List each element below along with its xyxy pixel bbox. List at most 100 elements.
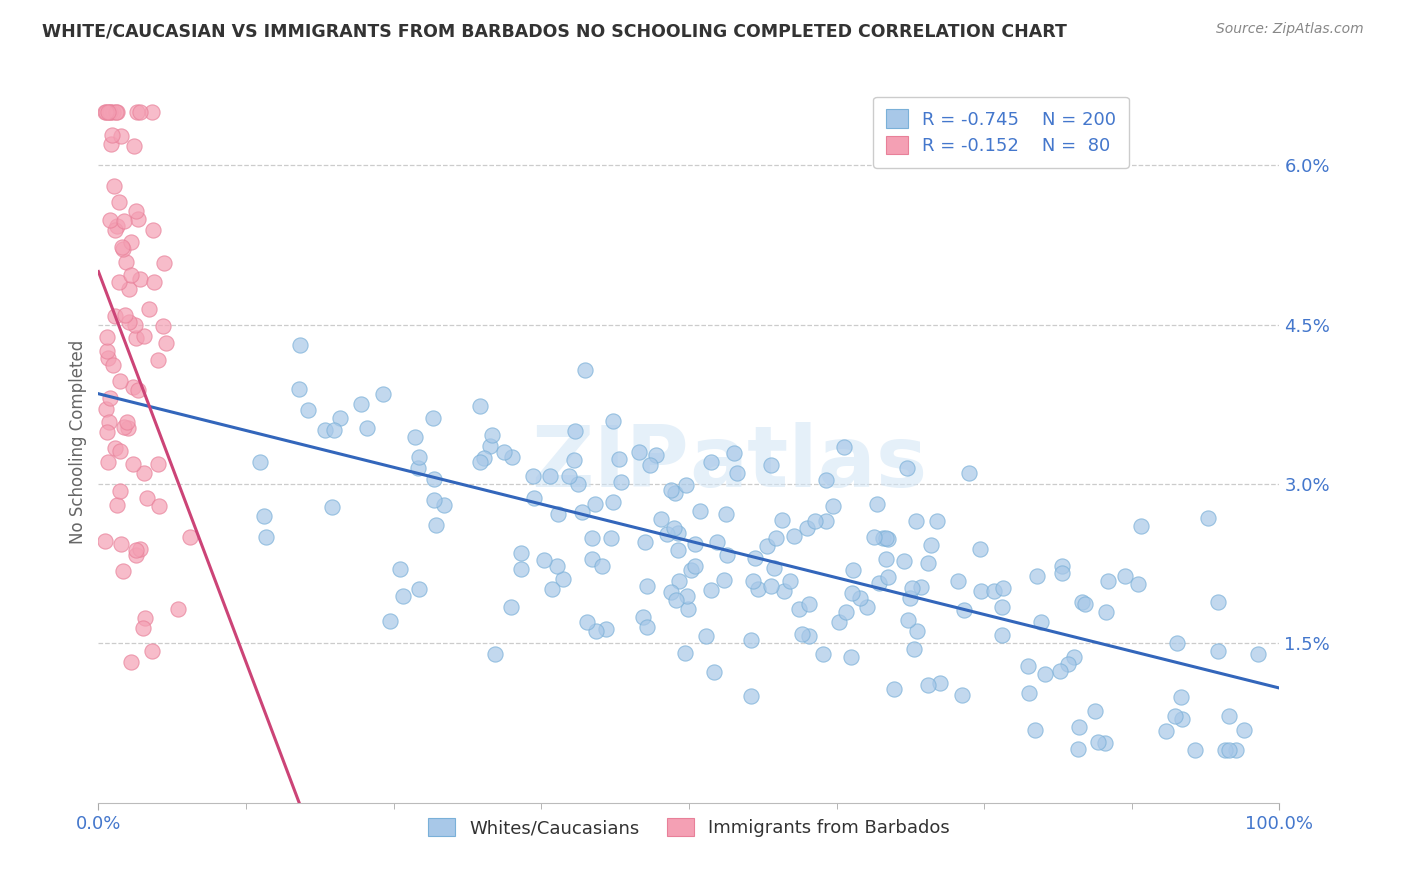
Point (602, 495, 624, 509)
Point (723, 446, 745, 460)
Point (804, 514, 827, 528)
Point (876, 570, 898, 584)
Point (872, 531, 894, 545)
Point (356, 420, 378, 434)
Point (920, 538, 942, 552)
Point (657, 527, 679, 541)
Point (112, 564, 135, 578)
Point (522, 469, 544, 483)
Point (392, 589, 415, 603)
Point (953, 603, 976, 617)
Point (856, 600, 879, 615)
Point (94, 105, 117, 120)
Point (112, 242, 135, 256)
Point (863, 530, 886, 544)
Point (408, 450, 430, 465)
Point (969, 584, 991, 599)
Point (676, 601, 699, 615)
Point (783, 529, 806, 543)
Point (551, 572, 574, 586)
Point (499, 599, 522, 614)
Point (97, 105, 120, 120)
Point (811, 647, 834, 661)
Point (103, 179, 125, 194)
Point (1050, 559, 1073, 574)
Point (910, 580, 932, 594)
Point (1094, 736, 1116, 750)
Point (564, 424, 586, 438)
Point (510, 562, 533, 576)
Point (703, 665, 725, 679)
Point (143, 275, 166, 289)
Point (148, 457, 170, 471)
Point (581, 532, 603, 546)
Point (104, 309, 127, 323)
Point (650, 512, 672, 526)
Point (254, 530, 277, 544)
Point (129, 271, 152, 285)
Point (323, 423, 346, 437)
Point (1114, 568, 1136, 582)
Point (433, 499, 456, 513)
Point (125, 203, 148, 218)
Point (100, 105, 122, 120)
Point (832, 441, 855, 455)
Point (478, 439, 501, 453)
Point (714, 508, 737, 522)
Point (1057, 657, 1080, 672)
Point (765, 531, 787, 545)
Point (350, 396, 373, 410)
Point (659, 585, 682, 599)
Point (1029, 615, 1052, 629)
Point (668, 574, 690, 589)
Point (124, 318, 146, 333)
Point (131, 622, 153, 636)
Point (796, 521, 818, 535)
Point (903, 642, 925, 657)
Point (120, 268, 142, 282)
Point (117, 421, 139, 435)
Point (645, 448, 668, 462)
Point (1087, 735, 1109, 749)
Point (599, 531, 621, 545)
Text: Source: ZipAtlas.com: Source: ZipAtlas.com (1216, 22, 1364, 37)
Point (118, 282, 141, 296)
Point (141, 105, 163, 120)
Point (839, 649, 862, 664)
Point (662, 521, 685, 535)
Point (759, 458, 782, 472)
Point (1018, 686, 1040, 700)
Point (314, 423, 336, 437)
Point (125, 543, 148, 558)
Point (1067, 741, 1090, 756)
Point (772, 584, 794, 599)
Point (744, 551, 766, 566)
Point (1097, 574, 1119, 589)
Point (108, 194, 131, 209)
Point (155, 335, 177, 350)
Point (141, 644, 163, 658)
Point (1164, 709, 1187, 723)
Point (762, 561, 785, 575)
Point (1063, 650, 1085, 665)
Point (925, 514, 948, 528)
Point (991, 600, 1014, 615)
Point (747, 582, 769, 596)
Point (1156, 723, 1178, 738)
Point (699, 455, 721, 469)
Point (425, 518, 447, 533)
Point (1033, 666, 1056, 681)
Point (607, 451, 630, 466)
Point (1170, 690, 1192, 704)
Point (122, 138, 145, 153)
Point (636, 579, 658, 593)
Point (898, 591, 921, 605)
Point (321, 500, 343, 514)
Point (138, 301, 160, 316)
Point (125, 331, 148, 345)
Point (689, 504, 711, 518)
Point (148, 500, 170, 514)
Point (706, 534, 728, 549)
Point (959, 467, 981, 481)
Point (627, 445, 650, 459)
